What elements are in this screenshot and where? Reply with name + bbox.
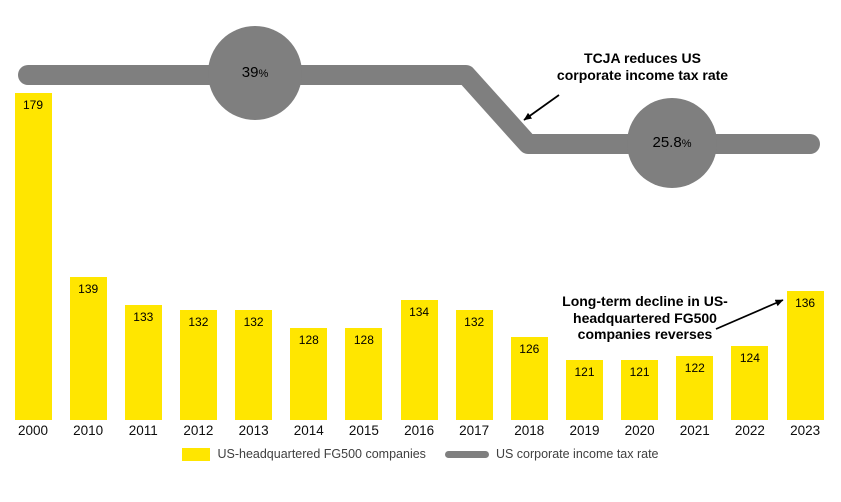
x-axis-label: 2017 <box>459 423 490 438</box>
x-axis-label: 2022 <box>734 423 765 438</box>
bar-value-label: 121 <box>629 365 650 380</box>
x-axis-label: 2011 <box>128 423 158 438</box>
x-axis-label: 2016 <box>404 423 435 438</box>
tax-rate-value: 25.8 <box>652 134 682 151</box>
tax-rate-value: 39 <box>241 64 259 81</box>
bar-value-label: 179 <box>22 98 44 113</box>
bar-value-label: 132 <box>188 314 209 329</box>
x-axis-label: 2023 <box>790 423 821 438</box>
bar-value-label: 133 <box>133 310 154 324</box>
annotation-tcja: TCJA reduces US corporate income tax rat… <box>556 50 729 83</box>
bar: 179 <box>14 93 52 420</box>
x-axis-label: 2014 <box>293 423 324 438</box>
bar: 132 <box>235 309 273 420</box>
bar: 128 <box>290 328 328 420</box>
bar-value-label: 124 <box>739 351 760 366</box>
legend: US-headquartered FG500 companies US corp… <box>0 447 841 461</box>
bar: 132 <box>179 309 217 420</box>
tcja-arrow <box>523 94 560 121</box>
x-axis-label: 2013 <box>238 423 269 438</box>
x-axis-label: 2000 <box>17 423 49 438</box>
bar: 128 <box>345 328 383 420</box>
bar: 132 <box>455 309 493 420</box>
bar: 139 <box>69 277 107 420</box>
x-axis-label: 2010 <box>73 423 104 438</box>
percent-sign: % <box>681 138 692 150</box>
x-axis-label: 2015 <box>348 423 379 438</box>
bar-value-label: 132 <box>243 314 264 329</box>
annotation-reversal: Long-term decline in US- headquartered F… <box>562 293 728 343</box>
percent-sign: % <box>258 68 269 80</box>
bar: 122 <box>676 355 714 420</box>
x-axis-label: 2018 <box>514 423 545 438</box>
bar-value-label: 132 <box>464 314 485 329</box>
bar-value-label: 128 <box>353 333 374 347</box>
bar: 126 <box>510 337 548 420</box>
legend-line-swatch <box>444 450 489 458</box>
bar: 121 <box>621 360 659 420</box>
bar-value-label: 136 <box>795 296 816 311</box>
bar: 124 <box>731 346 769 420</box>
bar-value-label: 121 <box>574 365 595 380</box>
bar: 133 <box>124 305 162 420</box>
x-axis-label: 2019 <box>569 423 600 438</box>
bar-value-label: 139 <box>78 282 99 297</box>
x-axis-label: 2012 <box>183 423 214 438</box>
bar-value-label: 134 <box>409 305 430 320</box>
x-axis-label: 2021 <box>679 423 710 438</box>
legend-line-label: US corporate income tax rate <box>495 447 659 461</box>
legend-bar-label: US-headquartered FG500 companies <box>217 447 426 461</box>
bar-value-label: 128 <box>298 333 319 347</box>
legend-bar-swatch <box>182 447 211 461</box>
bar-value-label: 126 <box>519 342 540 357</box>
x-axis-label: 2020 <box>624 423 655 438</box>
tax-rate-label-before: 39% <box>205 64 305 81</box>
bar: 121 <box>566 360 603 420</box>
bar: 134 <box>400 300 438 420</box>
bar-value-label: 122 <box>684 360 705 375</box>
tax-rate-label-after: 25.8% <box>622 134 722 151</box>
bar: 136 <box>786 291 824 420</box>
